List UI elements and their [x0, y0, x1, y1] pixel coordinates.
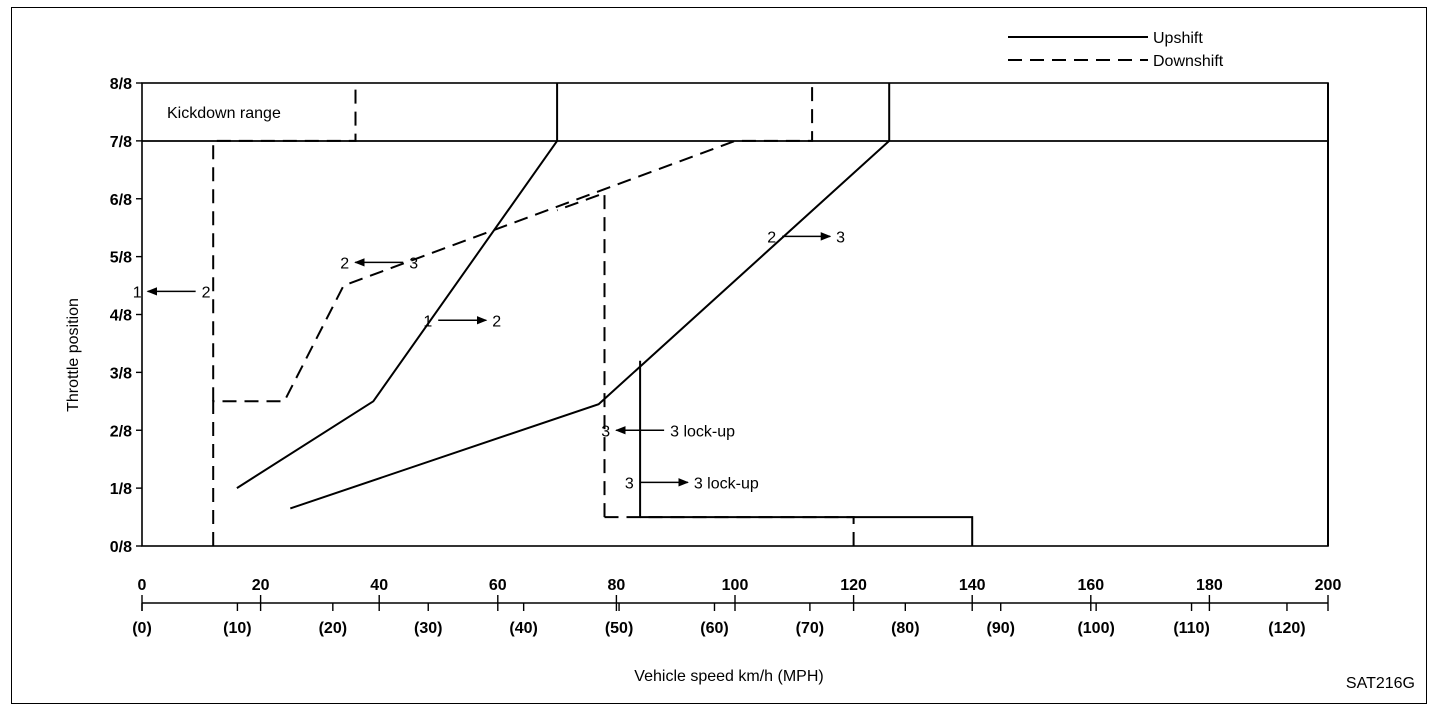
kickdown-range-label: Kickdown range: [167, 105, 281, 122]
legend: Upshift Downshift: [1008, 30, 1224, 70]
upshift-line: [640, 516, 974, 546]
x-axis-title: Vehicle speed km/h (MPH): [634, 668, 823, 685]
shift-to-label: 2: [202, 284, 211, 301]
x-tick-label-mph: (0): [132, 620, 152, 637]
y-tick-label: 0/8: [110, 539, 132, 556]
y-axis-title: Throttle position: [65, 298, 82, 412]
y-tick-label: 3/8: [110, 365, 132, 382]
x-tick-label-mph: (100): [1077, 620, 1114, 637]
x-tick-label-mph: (110): [1173, 620, 1209, 637]
x-tick-label-kmh: 120: [840, 577, 867, 594]
annotation-group: 1 2 2 3 1 2 2 3 3 3 lock-up 3 3 lock-up: [133, 229, 845, 492]
x-tick-label-kmh: 160: [1077, 577, 1104, 594]
figure-frame: [11, 7, 1427, 704]
downshift-line: [212, 83, 357, 402]
series-group: [212, 83, 1329, 546]
x-tick-label-mph: (120): [1268, 620, 1305, 637]
shift-to-label: 3 lock-up: [694, 475, 759, 492]
shift-from-label: 1: [133, 284, 142, 301]
x-tick-label-mph: (80): [891, 620, 919, 637]
x-tick-label-kmh: 200: [1315, 577, 1342, 594]
shift-from-label: 3: [625, 475, 634, 492]
y-tick-label: 4/8: [110, 308, 132, 325]
shift-from-label: 3: [601, 423, 610, 440]
x-axis: 0 20 40 60 80 100 120 140 160 180 200 (0) (10) (20) (3…: [132, 577, 1341, 637]
figure-code: SAT216G: [1346, 675, 1415, 692]
downshift-line: [556, 191, 606, 518]
x-tick-label-kmh: 20: [252, 577, 270, 594]
x-tick-label-mph: (60): [700, 620, 728, 637]
x-tick-label-kmh: 40: [370, 577, 388, 594]
downshift-line: [604, 516, 855, 546]
upshift-line: [289, 83, 891, 510]
legend-downshift-label: Downshift: [1153, 53, 1224, 70]
y-tick-label: 7/8: [110, 134, 132, 151]
y-tick-label: 5/8: [110, 250, 132, 267]
x-tick-label-mph: (90): [986, 620, 1014, 637]
x-tick-label-kmh: 0: [138, 577, 147, 594]
x-tick-label-mph: (30): [414, 620, 442, 637]
y-tick-label: 1/8: [110, 481, 132, 498]
upshift-line: [236, 83, 559, 489]
y-tick-label: 6/8: [110, 192, 132, 209]
shift-to-label: 3 lock-up: [670, 423, 735, 440]
x-tick-label-mph: (50): [605, 620, 633, 637]
x-tick-label-mph: (70): [796, 620, 824, 637]
y-tick-label: 8/8: [110, 76, 132, 93]
x-tick-label-mph: (10): [223, 620, 251, 637]
x-tick-label-kmh: 60: [489, 577, 507, 594]
legend-upshift-label: Upshift: [1153, 30, 1203, 47]
shift-to-label: 3: [836, 229, 845, 246]
shift-from-label: 2: [767, 229, 776, 246]
x-tick-label-mph: (40): [509, 620, 537, 637]
x-tick-label-mph: (20): [319, 620, 347, 637]
x-tick-label-kmh: 100: [722, 577, 749, 594]
shift-to-label: 3: [409, 255, 418, 272]
shift-to-label: 2: [492, 313, 501, 330]
shift-from-label: 1: [423, 313, 432, 330]
x-tick-label-kmh: 140: [959, 577, 986, 594]
x-tick-label-kmh: 80: [608, 577, 626, 594]
x-tick-label-kmh: 180: [1196, 577, 1223, 594]
y-axis: 0/8 1/8 2/8 3/8 4/8 5/8 6/8 7/8 8/8: [110, 76, 142, 556]
shift-from-label: 2: [340, 255, 349, 272]
y-tick-label: 2/8: [110, 423, 132, 440]
